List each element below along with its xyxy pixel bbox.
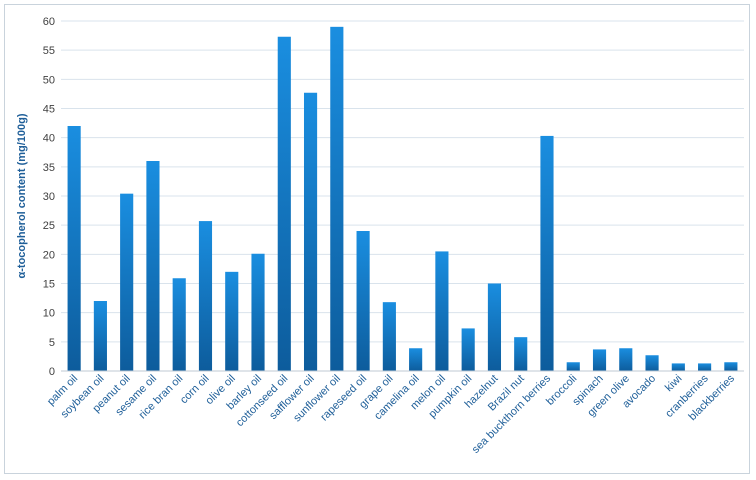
y-tick-label: 20 [43,249,55,261]
y-tick-label: 40 [43,133,55,145]
y-tick-label: 5 [49,337,55,349]
y-tick-label: 60 [43,16,55,28]
bar-palm-oil [67,126,81,371]
y-tick-label: 30 [43,191,55,203]
bar-sea-buckthorn-berries [540,135,554,371]
bar-cranberries [698,363,712,371]
bar-blackberries [724,362,738,371]
bar-brazil-nut [514,337,528,371]
bar-grape-oil [382,302,396,371]
y-tick-label: 0 [49,366,55,378]
bar-melon-oil [435,251,449,371]
bar-kiwi [671,363,685,371]
bar-broccoli [566,362,580,371]
y-tick-label: 10 [43,308,55,320]
bar-peanut-oil [120,193,134,371]
bar-camelina-oil [409,348,423,371]
y-axis-ticks: 0 5 10 15 20 25 30 35 40 45 50 55 60 [43,16,55,378]
y-tick-label: 15 [43,279,55,291]
x-tick-label: kiwi [663,373,684,394]
y-tick-label: 25 [43,220,55,232]
bar-hazelnut [487,283,502,371]
bar-rapeseed-oil [356,231,370,371]
y-tick-label: 55 [43,45,55,57]
bar-sesame-oil [146,161,160,371]
gridlines [61,20,744,343]
bar-safflower-oil [303,92,318,371]
bar-pumpkin-oil [461,328,475,371]
bar-chart: 0 5 10 15 20 25 30 35 40 45 50 55 60 palm oilsoybean… [16,16,744,456]
bar-corn-oil [198,221,213,371]
bar-soybean-oil [93,301,107,371]
y-tick-label: 35 [43,162,55,174]
bar-barley-oil [251,253,265,371]
bar-spinach [592,349,607,371]
bar-rice-bran-oil [172,278,186,371]
y-tick-label: 45 [43,104,55,116]
y-tick-label: 50 [43,74,55,86]
chart-frame: 0 5 10 15 20 25 30 35 40 45 50 55 60 palm oil soybean… [4,4,750,474]
bar-green-olive [619,348,633,371]
bar-olive-oil [225,271,239,371]
y-axis-title: α-tocopherol content (mg/100g) [16,113,28,278]
bars [67,26,738,371]
bar-avocado [645,355,659,371]
bar-cottonseed-oil [277,36,291,371]
bar-sunflower-oil [330,26,344,371]
